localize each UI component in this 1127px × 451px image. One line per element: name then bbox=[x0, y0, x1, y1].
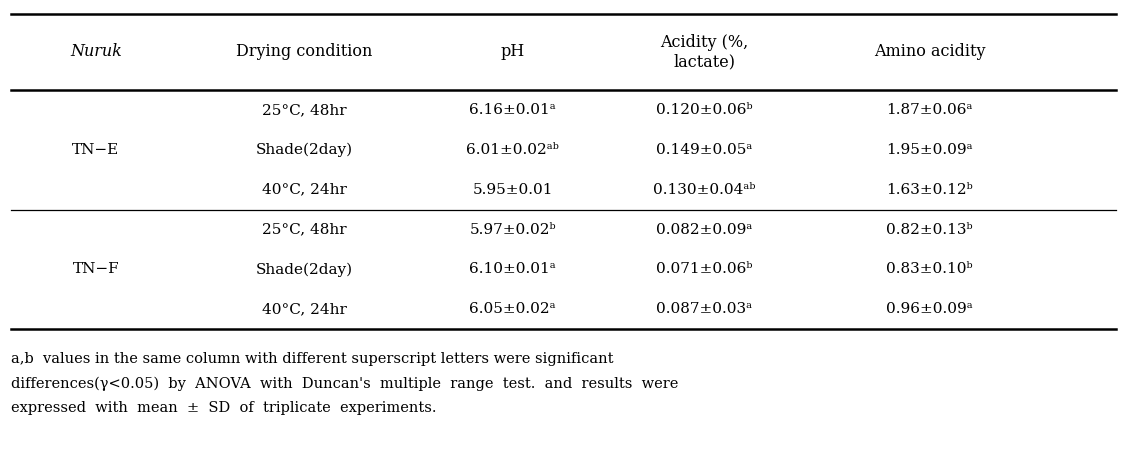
Text: 1.95±0.09ᵃ: 1.95±0.09ᵃ bbox=[887, 143, 973, 157]
Text: Shade(2day): Shade(2day) bbox=[256, 262, 353, 276]
Text: 6.10±0.01ᵃ: 6.10±0.01ᵃ bbox=[470, 262, 556, 276]
Text: 40°C, 24hr: 40°C, 24hr bbox=[261, 302, 347, 316]
Text: 1.87±0.06ᵃ: 1.87±0.06ᵃ bbox=[887, 103, 973, 117]
Text: TN−F: TN−F bbox=[72, 262, 119, 276]
Text: 6.01±0.02ᵃᵇ: 6.01±0.02ᵃᵇ bbox=[467, 143, 559, 157]
Text: pH: pH bbox=[500, 43, 525, 60]
Text: 6.16±0.01ᵃ: 6.16±0.01ᵃ bbox=[470, 103, 556, 117]
Text: 0.082±0.09ᵃ: 0.082±0.09ᵃ bbox=[656, 223, 753, 237]
Text: 1.63±0.12ᵇ: 1.63±0.12ᵇ bbox=[887, 183, 973, 197]
Text: a,b  values in the same column with different superscript letters were significa: a,b values in the same column with diffe… bbox=[11, 352, 614, 366]
Text: differences(γ<0.05)  by  ANOVA  with  Duncan's  multiple  range  test.  and  res: differences(γ<0.05) by ANOVA with Duncan… bbox=[11, 377, 678, 391]
Text: 0.82±0.13ᵇ: 0.82±0.13ᵇ bbox=[887, 223, 973, 237]
Text: 40°C, 24hr: 40°C, 24hr bbox=[261, 183, 347, 197]
Text: TN−E: TN−E bbox=[72, 143, 119, 157]
Text: 0.96±0.09ᵃ: 0.96±0.09ᵃ bbox=[887, 302, 973, 316]
Text: Shade(2day): Shade(2day) bbox=[256, 143, 353, 157]
Text: 5.95±0.01: 5.95±0.01 bbox=[472, 183, 553, 197]
Text: 6.05±0.02ᵃ: 6.05±0.02ᵃ bbox=[470, 302, 556, 316]
Text: 0.149±0.05ᵃ: 0.149±0.05ᵃ bbox=[656, 143, 753, 157]
Text: 25°C, 48hr: 25°C, 48hr bbox=[261, 223, 347, 237]
Text: 0.087±0.03ᵃ: 0.087±0.03ᵃ bbox=[656, 302, 753, 316]
Text: Drying condition: Drying condition bbox=[236, 43, 373, 60]
Text: expressed  with  mean  ±  SD  of  triplicate  experiments.: expressed with mean ± SD of triplicate e… bbox=[11, 401, 437, 415]
Text: 25°C, 48hr: 25°C, 48hr bbox=[261, 103, 347, 117]
Text: 0.130±0.04ᵃᵇ: 0.130±0.04ᵃᵇ bbox=[654, 183, 755, 197]
Text: Amino acidity: Amino acidity bbox=[875, 43, 985, 60]
Text: 5.97±0.02ᵇ: 5.97±0.02ᵇ bbox=[470, 223, 556, 237]
Text: 0.120±0.06ᵇ: 0.120±0.06ᵇ bbox=[656, 103, 753, 117]
Text: 0.83±0.10ᵇ: 0.83±0.10ᵇ bbox=[887, 262, 973, 276]
Text: Nuruk: Nuruk bbox=[70, 43, 122, 60]
Text: 0.071±0.06ᵇ: 0.071±0.06ᵇ bbox=[656, 262, 753, 276]
Text: Acidity (%,
lactate): Acidity (%, lactate) bbox=[660, 33, 748, 70]
